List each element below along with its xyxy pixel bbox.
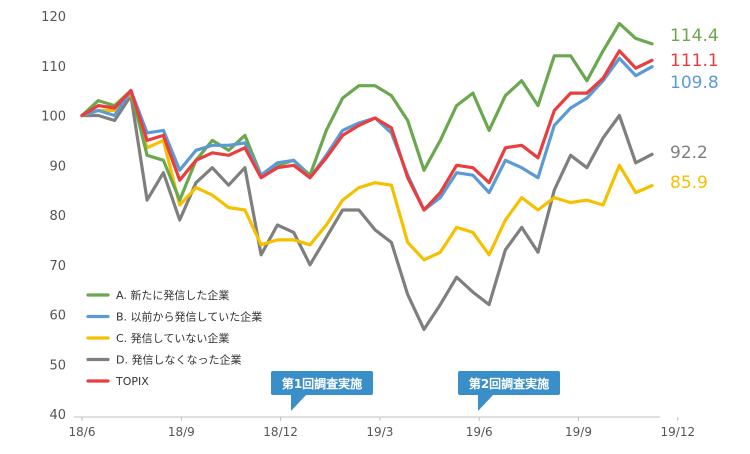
series-end-label: 111.1 <box>670 51 719 71</box>
series-end-label: 85.9 <box>670 173 708 193</box>
x-tick-label: 18/6 <box>69 425 96 439</box>
series-end-label: 92.2 <box>670 143 708 163</box>
y-tick-label: 120 <box>41 10 66 25</box>
y-tick-label: 100 <box>41 110 66 125</box>
legend: A. 新たに発信した企業 B. 以前から発信していた企業 C. 発信していない企業 D… <box>86 288 262 388</box>
y-tick-label: 60 <box>49 309 66 324</box>
callout-label: 第2回調査実施 <box>469 376 549 391</box>
y-axis: 40 50 60 70 80 90 100 110 120 <box>41 10 66 423</box>
legend-label: A. 新たに発信した企業 <box>116 288 229 302</box>
x-tick-label: 19/12 <box>661 425 696 439</box>
x-tick-label: 19/3 <box>366 425 393 439</box>
legend-label: C. 発信していない企業 <box>116 331 229 345</box>
legend-label: D. 発信しなくなった企業 <box>116 353 241 367</box>
y-tick-label: 50 <box>49 358 66 373</box>
y-tick-label: 80 <box>49 209 66 224</box>
legend-label: TOPIX <box>115 375 149 388</box>
x-tick-label: 18/9 <box>168 425 195 439</box>
callout-box <box>458 371 560 395</box>
series-end-label: 109.8 <box>670 73 719 93</box>
y-tick-label: 70 <box>49 259 66 274</box>
x-tick-label: 18/12 <box>263 425 298 439</box>
series-line <box>80 21 654 202</box>
callout-label: 第1回調査実施 <box>282 376 362 391</box>
y-tick-label: 40 <box>49 408 66 423</box>
callout-pointer <box>291 394 307 411</box>
survey-callouts: 第1回調査実施 第2回調査実施 <box>271 371 560 411</box>
series-line <box>80 91 654 262</box>
callout-pointer <box>478 394 494 411</box>
series-layer <box>80 21 654 331</box>
series-end-label: 114.4 <box>670 26 719 46</box>
y-tick-label: 90 <box>49 159 66 174</box>
series-line <box>80 93 654 331</box>
x-tick-label: 19/9 <box>565 425 592 439</box>
series-line <box>80 49 654 212</box>
legend-label: B. 以前から発信していた企業 <box>116 310 262 324</box>
x-axis: 18/618/918/1219/319/619/919/1220/320/620… <box>69 416 696 439</box>
x-tick-label: 19/6 <box>466 425 493 439</box>
callout-box <box>271 371 373 395</box>
y-tick-label: 110 <box>41 60 66 75</box>
